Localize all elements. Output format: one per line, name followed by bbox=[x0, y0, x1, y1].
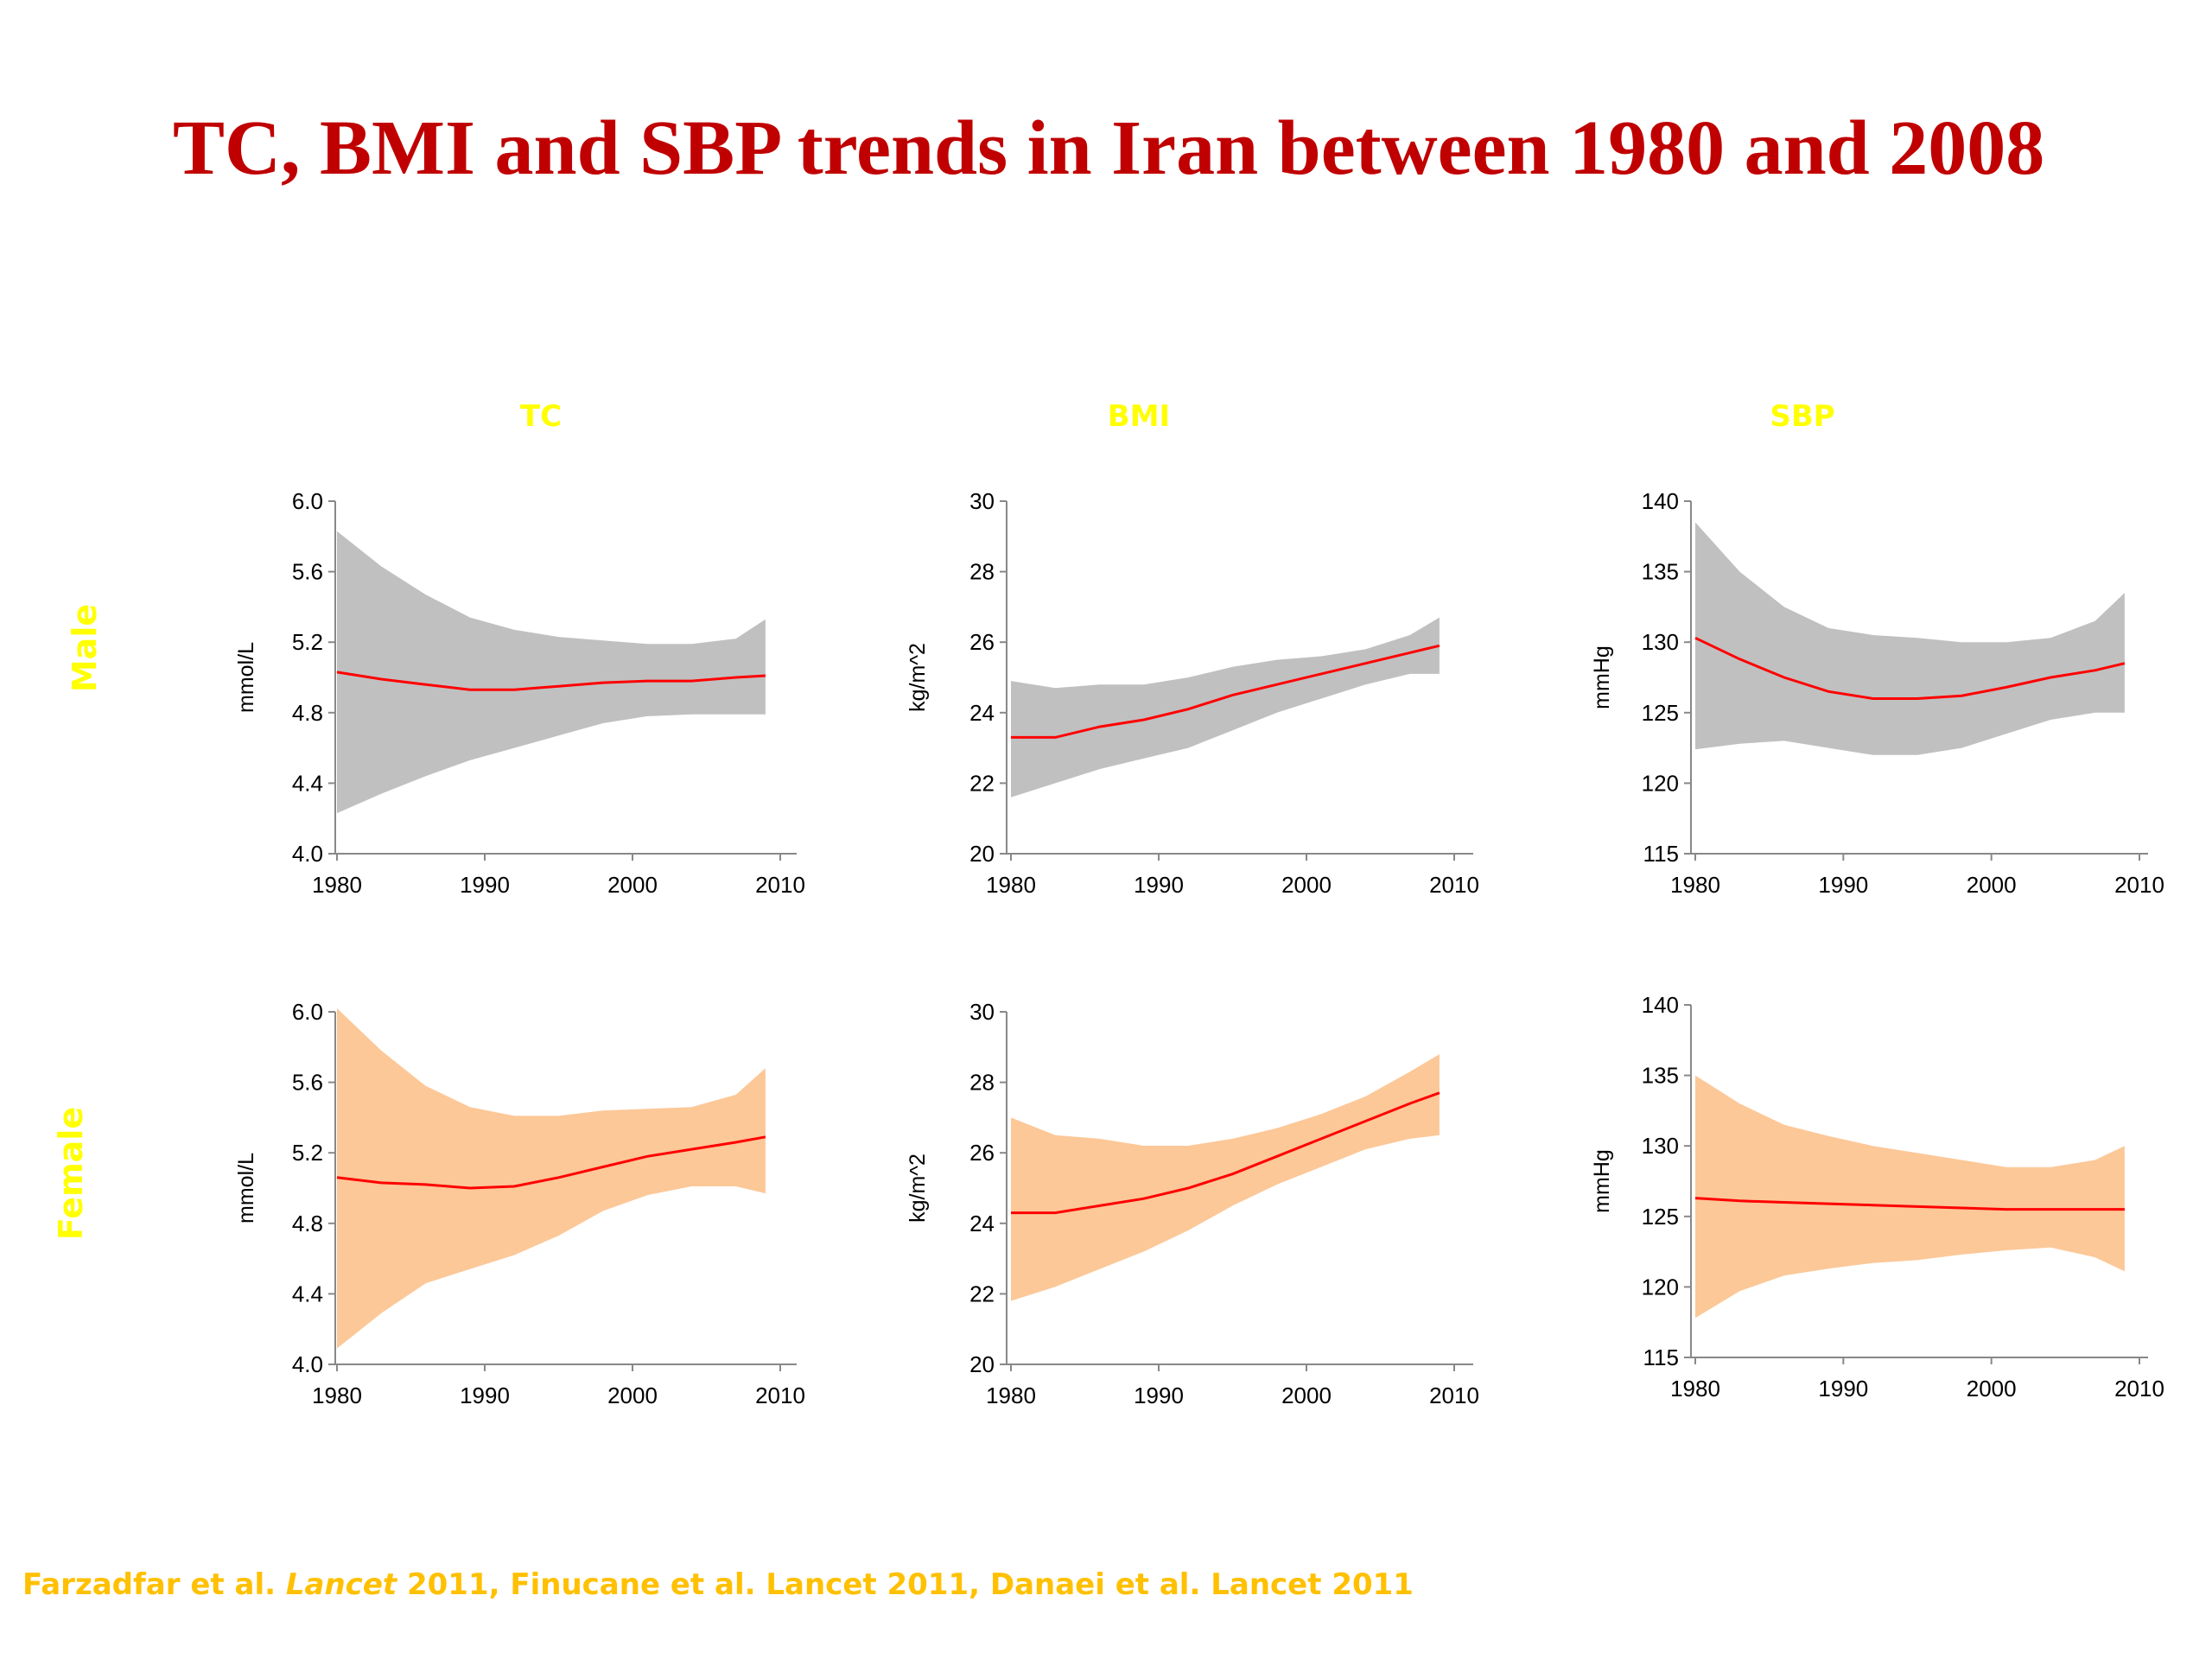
y-tick-label: 135 bbox=[1642, 1063, 1679, 1089]
y-tick-label: 24 bbox=[969, 700, 995, 726]
x-tick-label: 2000 bbox=[1281, 872, 1332, 898]
x-tick-label: 2010 bbox=[2114, 1376, 2164, 1402]
y-tick-label: 20 bbox=[969, 1351, 995, 1377]
x-tick-label: 1990 bbox=[1134, 1382, 1184, 1408]
y-tick-label: 115 bbox=[1643, 841, 1679, 867]
mean-trend-line bbox=[1694, 1197, 2125, 1211]
uncertainty-band bbox=[1011, 617, 1440, 798]
column-label-tc: TC bbox=[519, 399, 563, 434]
x-tick-label: 1980 bbox=[986, 1382, 1036, 1408]
x-tick-label: 2000 bbox=[607, 872, 658, 898]
chart-sbp-female: 140 135 130 125 120 115 1980 1990 2000 2010 mmHg bbox=[1590, 992, 2164, 1402]
y-tick-label: 4.8 bbox=[292, 700, 323, 726]
y-tick-label: 22 bbox=[969, 1281, 995, 1306]
y-tick-label: 130 bbox=[1642, 1133, 1679, 1159]
x-tick-label: 2000 bbox=[1967, 1376, 2017, 1402]
x-tick-label: 1990 bbox=[1818, 872, 1868, 898]
y-tick-label: 120 bbox=[1642, 770, 1679, 796]
x-tick-label: 1990 bbox=[1818, 1376, 1868, 1402]
y-tick-label: 20 bbox=[969, 841, 995, 867]
mean-trend-line bbox=[336, 671, 766, 691]
chart-tc-female: 6.0 5.6 5.2 4.8 4.4 4.0 1980 1990 2000 2010 mmol/L bbox=[234, 999, 805, 1408]
x-tick-label: 2000 bbox=[1281, 1382, 1332, 1408]
y-tick-label: 5.2 bbox=[292, 1140, 323, 1166]
x-tick-label: 1980 bbox=[1670, 1376, 1720, 1402]
y-tick-label: 28 bbox=[969, 1070, 995, 1096]
citation-part-2: 2011, Finucane et al. Lancet 2011, Danae… bbox=[397, 1567, 1414, 1602]
chart-bmi-male: 30 28 26 24 22 20 1980 1990 2000 2010 kg/m^2 bbox=[906, 488, 1479, 898]
y-tick-label: 26 bbox=[969, 629, 995, 655]
uncertainty-band bbox=[1695, 1075, 2125, 1319]
chart-sbp-male: 140 135 130 125 120 115 1980 1990 2000 2010 mmHg bbox=[1590, 488, 2164, 898]
y-tick-label: 30 bbox=[969, 488, 995, 514]
y-tick-label: 6.0 bbox=[292, 999, 323, 1025]
mean-trend-line bbox=[336, 1135, 766, 1190]
citation: Farzadfar et al. Lancet 2011, Finucane e… bbox=[22, 1567, 1414, 1602]
y-tick-label: 28 bbox=[969, 559, 995, 585]
mean-trend-line bbox=[1011, 1091, 1440, 1215]
y-tick-label: 4.8 bbox=[292, 1211, 323, 1236]
x-tick-label: 1990 bbox=[460, 1382, 510, 1408]
x-tick-label: 1990 bbox=[1134, 872, 1184, 898]
x-tick-label: 2010 bbox=[1429, 872, 1479, 898]
chart-bmi-female: 30 28 26 24 22 20 1980 1990 2000 2010 kg/m^2 bbox=[906, 999, 1479, 1408]
y-tick-label: 4.0 bbox=[292, 841, 323, 867]
chart-tc-male: 6.0 5.6 5.2 4.8 4.4 4.0 1980 1990 2000 2010 mmol/L bbox=[234, 488, 805, 898]
y-tick-label: 6.0 bbox=[292, 488, 323, 514]
x-tick-label: 2010 bbox=[755, 872, 805, 898]
y-axis-label: kg/m^2 bbox=[906, 643, 930, 712]
x-tick-label: 1980 bbox=[1670, 872, 1720, 898]
y-tick-label: 5.6 bbox=[292, 1070, 323, 1096]
y-tick-label: 5.2 bbox=[292, 629, 323, 655]
x-tick-label: 1990 bbox=[460, 872, 510, 898]
x-tick-label: 2010 bbox=[1429, 1382, 1479, 1408]
x-tick-label: 1980 bbox=[312, 1382, 362, 1408]
y-tick-label: 26 bbox=[969, 1140, 995, 1166]
y-tick-label: 120 bbox=[1642, 1274, 1679, 1300]
citation-part-1: Farzadfar et al. bbox=[22, 1567, 286, 1602]
uncertainty-band bbox=[1695, 522, 2125, 755]
y-tick-label: 130 bbox=[1642, 629, 1679, 655]
y-axis-label: mmol/L bbox=[234, 1153, 258, 1224]
uncertainty-band bbox=[337, 531, 766, 814]
y-tick-label: 4.0 bbox=[292, 1351, 323, 1377]
y-axis-label: mmHg bbox=[1590, 1149, 1614, 1213]
y-tick-label: 135 bbox=[1642, 559, 1679, 585]
y-tick-label: 30 bbox=[969, 999, 995, 1025]
y-tick-label: 22 bbox=[969, 770, 995, 796]
citation-journal: Lancet bbox=[285, 1567, 397, 1602]
x-tick-label: 1980 bbox=[986, 872, 1036, 898]
mean-trend-line bbox=[1694, 636, 2126, 700]
mean-trend-line bbox=[1011, 644, 1440, 739]
x-tick-label: 2010 bbox=[2114, 872, 2164, 898]
y-axis-label: mmHg bbox=[1590, 645, 1614, 709]
y-tick-label: 125 bbox=[1642, 700, 1679, 726]
y-tick-label: 140 bbox=[1642, 992, 1679, 1018]
y-tick-label: 4.4 bbox=[292, 770, 323, 796]
column-label-bmi: BMI bbox=[1107, 399, 1171, 434]
y-tick-label: 24 bbox=[969, 1211, 995, 1236]
y-tick-label: 5.6 bbox=[292, 559, 323, 585]
y-tick-label: 140 bbox=[1642, 488, 1679, 514]
y-tick-label: 115 bbox=[1643, 1344, 1679, 1370]
y-tick-label: 125 bbox=[1642, 1204, 1679, 1230]
x-tick-label: 2010 bbox=[755, 1382, 805, 1408]
y-axis-label: mmol/L bbox=[234, 642, 258, 713]
x-tick-label: 2000 bbox=[1967, 872, 2017, 898]
y-tick-label: 4.4 bbox=[292, 1281, 323, 1306]
y-axis-label: kg/m^2 bbox=[906, 1154, 930, 1223]
column-label-sbp: SBP bbox=[1770, 399, 1835, 434]
x-tick-label: 2000 bbox=[607, 1382, 658, 1408]
x-tick-label: 1980 bbox=[312, 872, 362, 898]
slide-title: TC, BMI and SBP trends in Iran between 1… bbox=[173, 105, 2045, 191]
